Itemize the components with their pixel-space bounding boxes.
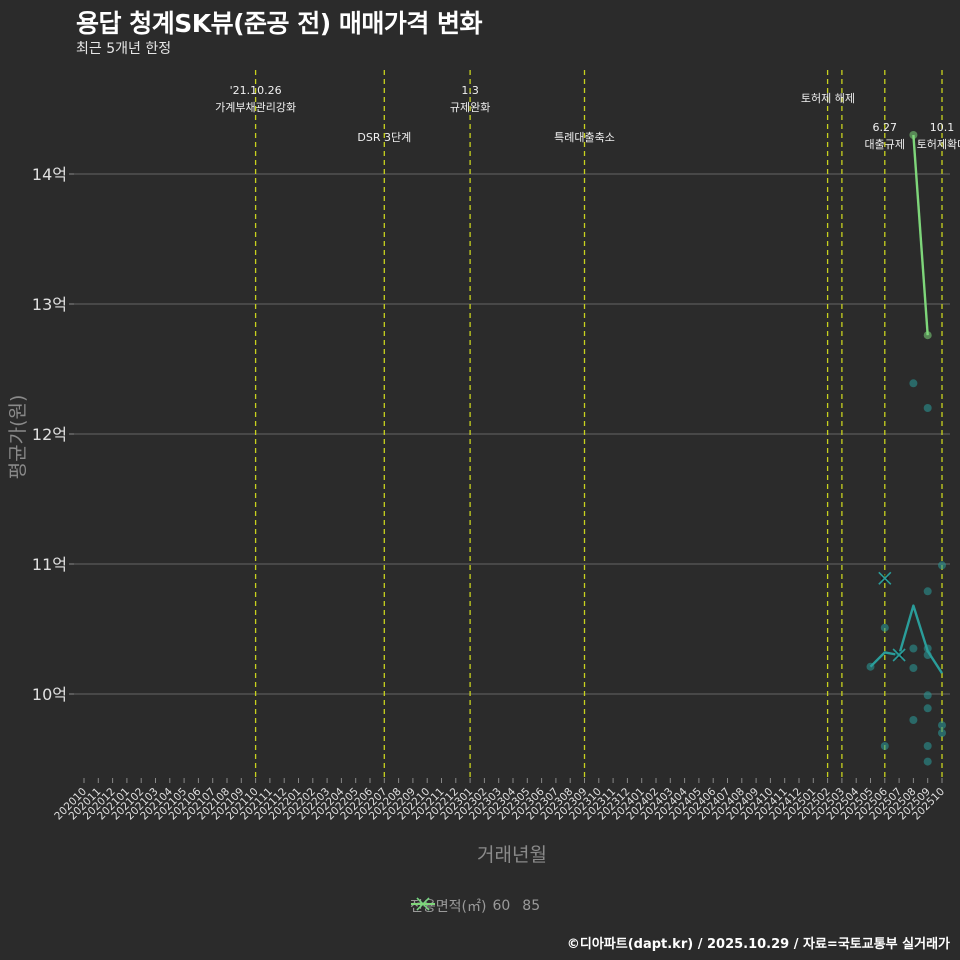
- y-tick-label: 14억: [32, 165, 67, 184]
- chart-subtitle: 최근 5개년 한정: [76, 41, 172, 57]
- chart-title: 용답 청계SK뷰(준공 전) 매매가격 변화: [76, 9, 483, 38]
- data-point: [909, 379, 918, 388]
- event-annotation: 규제완화: [450, 101, 490, 114]
- y-tick-label: 12억: [32, 425, 67, 444]
- data-point: [938, 721, 946, 730]
- legend-key-85-icon: [411, 897, 435, 911]
- legend: 전용면적(㎡) 60 85: [410, 896, 546, 916]
- data-point: [909, 716, 918, 724]
- y-axis-label: 평균가(원): [7, 395, 29, 480]
- y-tick-label: 10억: [32, 685, 67, 704]
- y-tick-label: 13억: [32, 295, 67, 314]
- event-annotation: 10.1: [930, 121, 955, 134]
- y-tick-label: 11억: [32, 555, 67, 574]
- series-line: [869, 604, 944, 674]
- data-point: [938, 729, 946, 737]
- event-annotation: 6.27: [873, 121, 898, 134]
- event-annotation: '21.10.26: [230, 84, 282, 97]
- source-caption: ©디아파트(dapt.kr) / 2025.10.29 / 자료=국토교통부 실…: [566, 937, 950, 952]
- event-annotation: 1.3: [461, 84, 479, 97]
- event-annotation: 토허제확대: [917, 138, 960, 151]
- data-point: [923, 742, 932, 750]
- data-point: [923, 704, 932, 713]
- data-point: [909, 644, 918, 653]
- data-point: [909, 664, 918, 672]
- data-point: [923, 404, 932, 412]
- data-point: [880, 623, 889, 632]
- event-annotation: 토허제 해제: [801, 91, 855, 105]
- series-line: [912, 134, 929, 336]
- event-annotation: 대출규제: [865, 138, 905, 151]
- legend-label-85: 85: [522, 898, 541, 914]
- event-annotation: 가계부채관리강화: [215, 101, 296, 114]
- legend-label-60: 60: [492, 898, 511, 914]
- event-annotation: DSR 3단계: [357, 131, 411, 144]
- data-point: [923, 691, 932, 700]
- data-point: [938, 561, 946, 570]
- data-point: [923, 587, 932, 596]
- data-point: [923, 757, 932, 766]
- event-annotation: 특례대출축소: [554, 131, 615, 144]
- data-point: [880, 742, 889, 750]
- x-axis-label: 거래년월: [477, 844, 547, 866]
